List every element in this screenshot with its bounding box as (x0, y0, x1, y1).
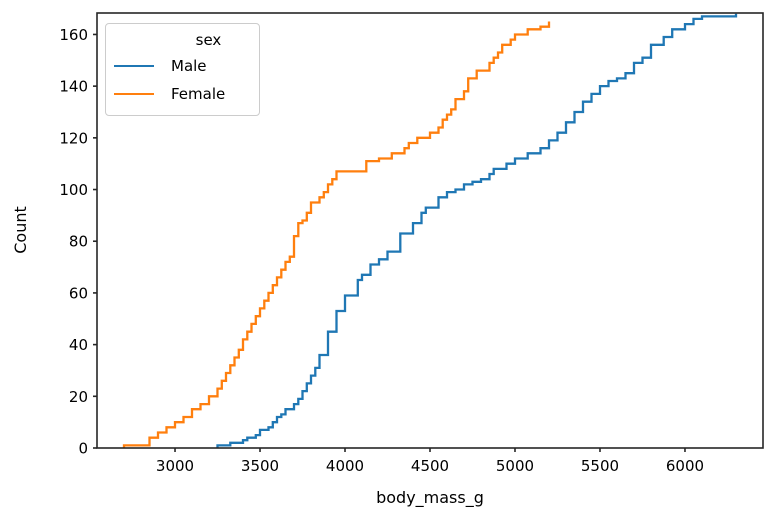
y-tick-label: 20 (69, 388, 88, 406)
y-axis-label: Count (11, 206, 30, 254)
y-tick-label: 80 (69, 233, 88, 251)
x-tick-label: 4000 (326, 457, 364, 475)
x-tick-label: 3000 (156, 457, 194, 475)
legend-item-male: Male (114, 52, 246, 80)
x-tick-label: 4500 (411, 457, 449, 475)
series-lines (122, 13, 738, 448)
female-line-swatch (114, 93, 154, 95)
legend-title: sex (195, 31, 222, 49)
y-tick-label: 100 (59, 181, 88, 199)
x-tick-label: 3500 (241, 457, 279, 475)
axis-ticks (93, 33, 686, 452)
x-tick-label: 6000 (666, 457, 704, 475)
y-tick-label: 60 (69, 284, 88, 302)
ecdf-line-female (122, 21, 551, 448)
axis-tick-labels: 3000 3500 4000 4500 5000 5500 6000 0 20 40 60 80 100… (59, 26, 704, 475)
x-tick-label: 5000 (496, 457, 534, 475)
legend-label-male: Male (171, 56, 207, 75)
y-tick-label: 120 (59, 129, 88, 147)
legend-label-female: Female (171, 84, 226, 103)
x-tick-label: 5500 (581, 457, 619, 475)
y-tick-label: 140 (59, 78, 88, 96)
y-tick-label: 160 (59, 26, 88, 44)
legend-item-female: Female (114, 80, 246, 108)
ecdf-line-male (216, 13, 738, 448)
legend: sex Male Female (105, 23, 260, 116)
y-tick-label: 0 (78, 440, 88, 458)
y-tick-label: 40 (69, 336, 88, 354)
male-line-swatch (114, 65, 154, 67)
x-axis-label: body_mass_g (376, 488, 484, 508)
